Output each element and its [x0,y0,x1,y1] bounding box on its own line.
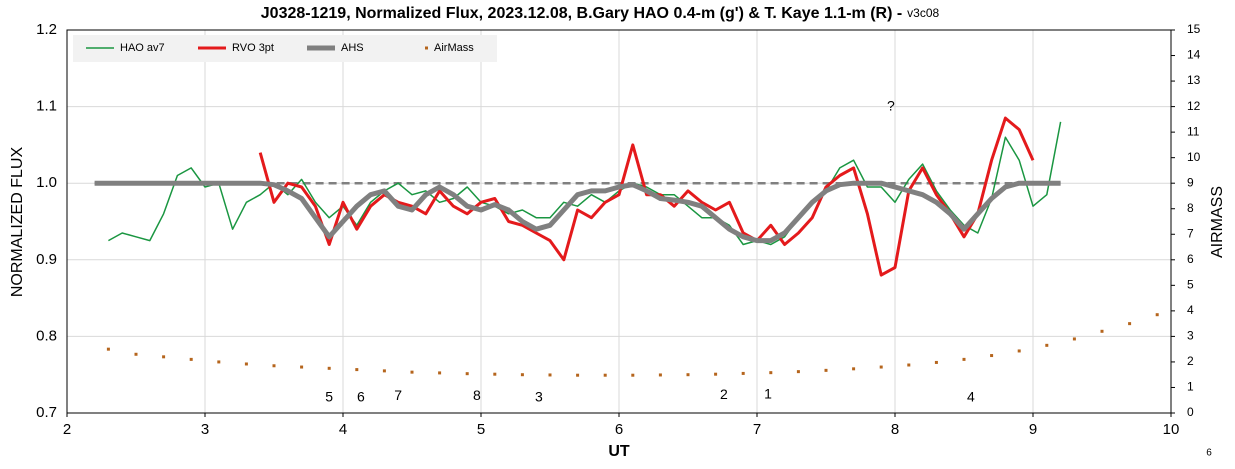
x-tick-label: 4 [339,421,347,438]
data-point [824,368,828,372]
legend-label: HAO av7 [120,42,165,54]
y-tick-label: 1.1 [36,98,57,115]
y2-tick-label: 1 [1187,380,1194,394]
x-tick-label: 9 [1029,421,1037,438]
data-point [244,362,248,366]
data-point [382,369,386,373]
y2-tick-label: 0 [1187,405,1194,419]
y2-tick-label: 11 [1187,124,1200,138]
annotation: 3 [535,388,543,404]
data-point [714,372,718,376]
annotation: 7 [394,387,402,403]
x-tick-label: 6 [615,421,623,438]
data-point [741,371,745,375]
data-point [189,357,193,361]
data-point [1128,322,1132,326]
x-tick-label: 2 [63,421,71,438]
annotation: 1 [764,385,772,401]
data-point [907,363,911,367]
chart-title: J0328-1219, Normalized Flux, 2023.12.08,… [261,5,940,22]
y-tick-label: 1.0 [36,174,57,191]
x-tick-label: 8 [891,421,899,438]
data-point [217,360,221,364]
data-point [520,373,524,377]
y2-tick-label: 2 [1187,354,1194,368]
annotation: 5 [325,388,333,404]
data-point [1045,343,1049,347]
plot-frame [66,29,1172,414]
y2-tick-label: 8 [1187,201,1194,215]
legend: HAO av7 RVO 3pt AHS AirMass [73,35,497,62]
x-tick-label: 7 [753,421,761,438]
y2-tick-label: 12 [1187,99,1201,113]
y2-tick-label: 3 [1187,329,1194,343]
title-version: v3c08 [907,6,939,20]
page-number: 6 [1206,448,1212,459]
y2-tick-label: 14 [1187,48,1201,62]
legend-label: RVO 3pt [232,42,274,54]
data-point [1100,329,1104,333]
annotation: 8 [473,387,481,403]
legend-label: AHS [341,42,364,54]
data-point [631,373,635,377]
data-point [934,360,938,364]
y-tick-label: 1.2 [36,21,57,38]
data-point [852,367,856,371]
x-tick-label: 3 [201,421,209,438]
data-point [410,370,414,374]
y2-tick-label: 4 [1187,303,1194,317]
data-point [990,354,994,358]
y2-tick-label: 9 [1187,175,1194,189]
data-point [355,368,359,372]
y2-tick-label: 15 [1187,22,1201,36]
data-point [134,352,138,356]
x-tick-label: 10 [1163,421,1180,438]
data-point [493,372,497,376]
series-line [258,116,1035,277]
x-axis-label: UT [608,443,630,460]
data-point [576,373,580,377]
annotation: ? [887,97,895,113]
data-point [327,366,331,370]
annotation: 6 [357,388,365,404]
data-point [769,371,773,375]
title-main: J0328-1219, Normalized Flux, 2023.12.08,… [261,5,902,22]
data-point [1155,313,1159,317]
y2-tick-label: 5 [1187,278,1194,292]
y2-tick-label: 10 [1187,150,1201,164]
legend-marker [425,46,428,50]
data-point [548,373,552,377]
data-point [962,357,966,361]
data-point [658,373,662,377]
data-point [603,373,607,377]
y-tick-label: 0.8 [36,327,57,344]
annotation: 2 [720,386,728,402]
data-point [300,365,304,369]
data-point [272,364,276,368]
x-tick-label: 5 [477,421,485,438]
annotation: 4 [967,388,975,404]
data-point [686,373,690,377]
y2-axis-label: AIRMASS [1209,186,1226,258]
data-point [796,370,800,374]
data-point [1017,349,1021,353]
data-point [465,372,469,376]
y-tick-label: 0.7 [36,404,57,421]
legend-label: AirMass [434,42,474,54]
data-point [879,365,883,369]
data-point [438,371,442,375]
y2-tick-label: 7 [1187,226,1194,240]
y2-tick-label: 6 [1187,252,1194,266]
y2-tick-label: 13 [1187,73,1201,87]
data-point [1072,337,1076,341]
data-point [162,355,166,359]
y-axis-label: NORMALIZED FLUX [9,147,26,298]
series-line [94,180,1061,244]
y-tick-label: 0.9 [36,251,57,268]
data-point [106,347,110,351]
